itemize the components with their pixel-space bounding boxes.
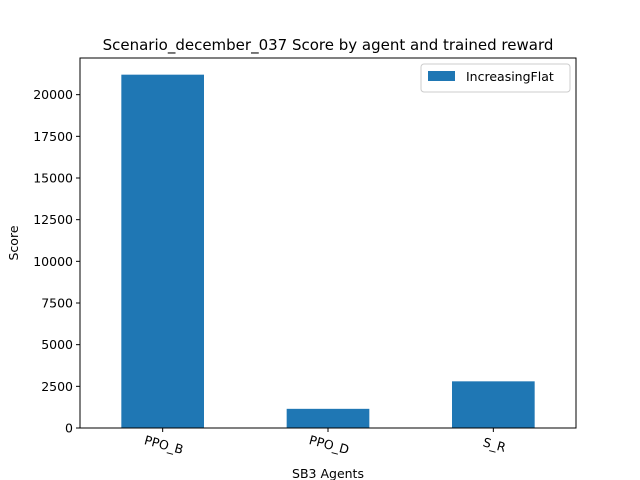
y-tick-label: 5000 [41,337,73,352]
bar [452,381,535,428]
y-tick-label: 12500 [33,212,73,227]
y-tick-label: 2500 [41,379,73,394]
y-tick-label: 0 [65,421,73,436]
bar [286,408,370,428]
chart-title: Scenario_december_037 Score by agent and… [103,36,554,55]
legend-swatch [428,71,455,81]
x-axis-label: SB3 Agents [292,466,364,480]
y-axis-label: Score [6,225,21,260]
legend: IncreasingFlat [420,63,571,93]
x-tick-label: S_R [482,434,508,454]
y-tick-label: 17500 [33,129,73,144]
y-axis: 0 2500 5000 7500 10000 12500 15000 17500 20000 [33,87,80,436]
y-tick-label: 10000 [33,254,73,269]
bars-group [121,74,535,429]
y-tick-label: 15000 [33,171,73,186]
y-tick-label: 20000 [33,87,73,102]
legend-frame [420,63,571,93]
legend-label: IncreasingFlat [466,69,554,84]
plot-frame [79,57,577,429]
bar [121,74,204,429]
y-tick-label: 7500 [41,296,73,311]
